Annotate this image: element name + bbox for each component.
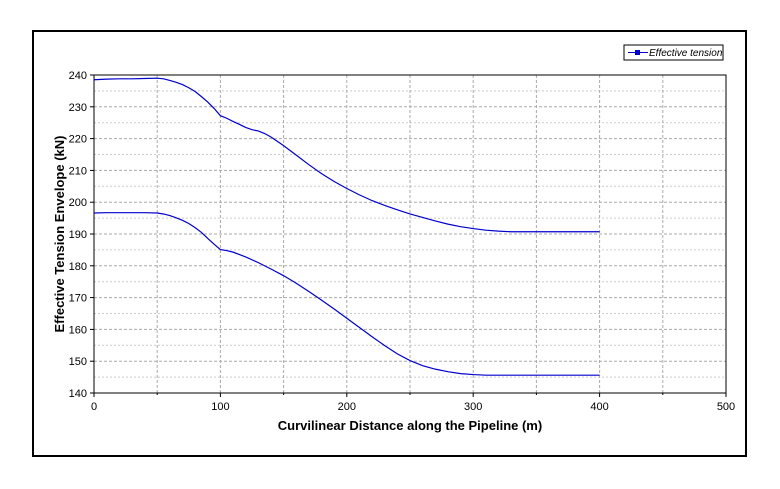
axes xyxy=(90,74,727,397)
y-tick-label: 200 xyxy=(69,197,87,209)
x-tick-label: 500 xyxy=(717,401,735,413)
legend-entry-effective-tension: Effective tension xyxy=(649,48,723,59)
y-tick-label: 190 xyxy=(69,229,87,241)
legend-marker xyxy=(635,50,640,55)
y-tick-label: 230 xyxy=(69,102,87,114)
x-tick-label: 0 xyxy=(91,401,97,413)
legend-box xyxy=(623,44,724,61)
y-tick-label: 240 xyxy=(69,70,87,82)
series-line-min xyxy=(93,212,600,376)
series-line-max xyxy=(93,77,600,233)
y-tick-label: 140 xyxy=(69,388,87,400)
x-tick-label: 300 xyxy=(464,401,482,413)
x-axis-title: Curvilinear Distance along the Pipeline … xyxy=(278,418,542,433)
chart-frame: 0 100 200 300 400 500 140 150 160 170 180 190 200 210… xyxy=(32,30,747,457)
legend: Effective tension xyxy=(623,44,724,61)
tick-labels: 0 100 200 300 400 500 140 150 160 170 180 190 200 210… xyxy=(69,70,736,413)
series xyxy=(93,77,600,376)
y-tick-label: 180 xyxy=(69,261,87,273)
y-tick-label: 170 xyxy=(69,293,87,305)
line-chart: 0 100 200 300 400 500 140 150 160 170 180 190 200 210… xyxy=(52,44,736,433)
x-tick-label: 200 xyxy=(338,401,356,413)
y-tick-label: 160 xyxy=(69,324,87,336)
y-axis-title: Effective Tension Envelope (kN) xyxy=(52,136,67,333)
y-tick-label: 220 xyxy=(69,134,87,146)
y-tick-label: 150 xyxy=(69,356,87,368)
y-tick-label: 210 xyxy=(69,165,87,177)
x-tick-label: 400 xyxy=(590,401,608,413)
x-tick-label: 100 xyxy=(211,401,229,413)
